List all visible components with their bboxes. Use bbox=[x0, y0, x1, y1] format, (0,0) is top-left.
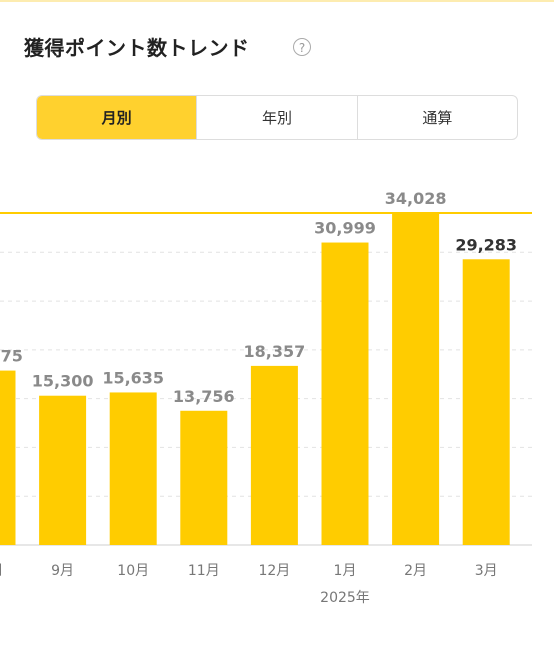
x-tick-label: 1月 bbox=[334, 563, 357, 579]
x-tick-label: 2月 bbox=[404, 563, 427, 579]
x-tick-label: 11月 bbox=[188, 563, 220, 579]
top-border bbox=[0, 0, 554, 2]
value-label: 30,999 bbox=[314, 219, 376, 238]
bar bbox=[462, 259, 510, 545]
x-sublabel: 2025年 bbox=[320, 590, 370, 606]
value-label: 17,875 bbox=[0, 347, 23, 366]
value-label: 15,635 bbox=[102, 368, 164, 387]
x-tick-label: 12月 bbox=[258, 563, 290, 579]
bar bbox=[392, 212, 440, 545]
bar bbox=[250, 365, 298, 545]
tab[interactable]: 年別 bbox=[196, 96, 356, 139]
tab[interactable]: 月別 bbox=[37, 96, 197, 139]
value-label: 18,357 bbox=[244, 342, 306, 361]
tab[interactable]: 通算 bbox=[356, 96, 517, 139]
help-icon[interactable]: ? bbox=[293, 38, 311, 56]
tab-bar: 月別 年別 通算 bbox=[36, 95, 518, 140]
x-tick-label: 3月 bbox=[475, 563, 498, 579]
bar bbox=[180, 410, 228, 545]
value-label: 15,300 bbox=[32, 372, 94, 391]
value-label: 13,756 bbox=[173, 387, 235, 406]
value-label: 29,283 bbox=[455, 235, 517, 254]
value-label: 34,028 bbox=[385, 189, 447, 208]
x-tick-label: 10月 bbox=[117, 563, 149, 579]
x-tick-label: 9月 bbox=[51, 563, 74, 579]
bar bbox=[109, 392, 157, 545]
bar bbox=[0, 370, 16, 545]
bar bbox=[39, 395, 87, 545]
x-tick-label: 8月 bbox=[0, 563, 3, 579]
bar bbox=[321, 242, 369, 545]
section-title: 獲得ポイント数トレンド bbox=[24, 36, 250, 60]
